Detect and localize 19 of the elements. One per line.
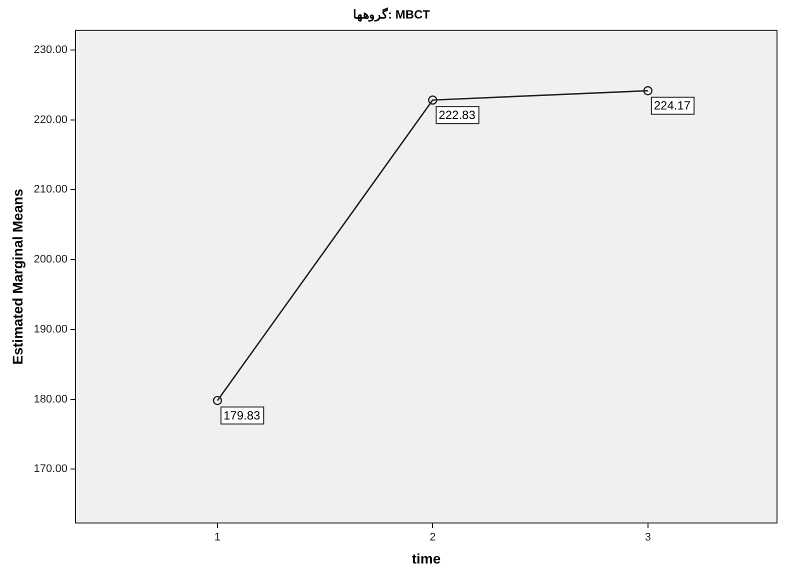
y-axis-title: Estimated Marginal Means xyxy=(9,188,26,365)
y-tick-label: 190.00 xyxy=(34,323,68,336)
y-tick-label: 170.00 xyxy=(34,463,68,476)
point xyxy=(428,95,438,105)
y-tick-label: 210.00 xyxy=(34,184,68,196)
y-tick-label: 230.00 xyxy=(34,44,68,56)
data-label: 179.83 xyxy=(223,408,261,422)
x-axis-title: time xyxy=(412,550,441,566)
data-label: 222.83 xyxy=(438,108,476,122)
point xyxy=(643,86,653,96)
x-tick-label: 2 xyxy=(430,532,436,544)
data-label: 224.17 xyxy=(654,98,691,113)
y-tick-label: 220.00 xyxy=(34,114,68,126)
x-tick-label: 1 xyxy=(214,532,221,544)
y-tick-label: 200.00 xyxy=(34,254,68,266)
y-tick-label: 180.00 xyxy=(34,393,68,406)
chart-title: گروهها: MBCT xyxy=(353,6,431,23)
point xyxy=(212,396,222,406)
x-tick-label: 3 xyxy=(644,532,651,544)
